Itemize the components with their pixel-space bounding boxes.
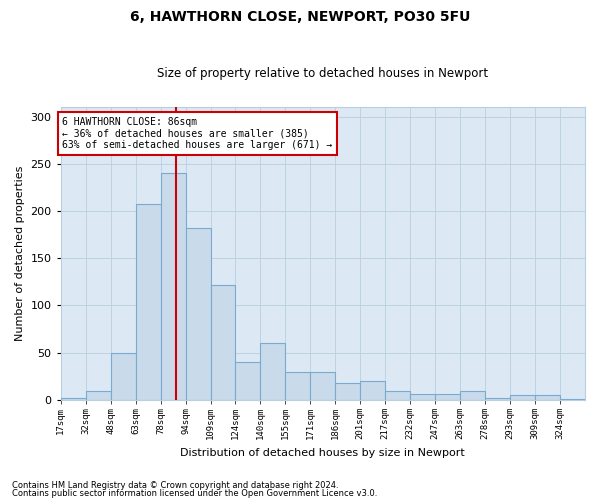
Bar — [361, 381, 385, 400]
Bar — [110, 352, 136, 400]
Bar — [86, 390, 110, 400]
Bar — [136, 204, 161, 400]
X-axis label: Distribution of detached houses by size in Newport: Distribution of detached houses by size … — [181, 448, 465, 458]
Bar — [335, 383, 361, 400]
Bar — [235, 362, 260, 400]
Title: Size of property relative to detached houses in Newport: Size of property relative to detached ho… — [157, 66, 488, 80]
Bar — [211, 284, 235, 400]
Bar — [310, 372, 335, 400]
Bar — [560, 399, 585, 400]
Text: Contains public sector information licensed under the Open Government Licence v3: Contains public sector information licen… — [12, 488, 377, 498]
Bar — [510, 395, 535, 400]
Bar — [61, 398, 86, 400]
Bar — [535, 395, 560, 400]
Bar — [485, 398, 510, 400]
Bar — [185, 228, 211, 400]
Text: 6 HAWTHORN CLOSE: 86sqm
← 36% of detached houses are smaller (385)
63% of semi-d: 6 HAWTHORN CLOSE: 86sqm ← 36% of detache… — [62, 116, 332, 150]
Bar — [286, 372, 310, 400]
Bar — [435, 394, 460, 400]
Bar — [410, 394, 435, 400]
Text: 6, HAWTHORN CLOSE, NEWPORT, PO30 5FU: 6, HAWTHORN CLOSE, NEWPORT, PO30 5FU — [130, 10, 470, 24]
Bar — [385, 390, 410, 400]
Text: Contains HM Land Registry data © Crown copyright and database right 2024.: Contains HM Land Registry data © Crown c… — [12, 481, 338, 490]
Y-axis label: Number of detached properties: Number of detached properties — [15, 166, 25, 341]
Bar — [161, 173, 185, 400]
Bar — [260, 344, 286, 400]
Bar — [460, 390, 485, 400]
